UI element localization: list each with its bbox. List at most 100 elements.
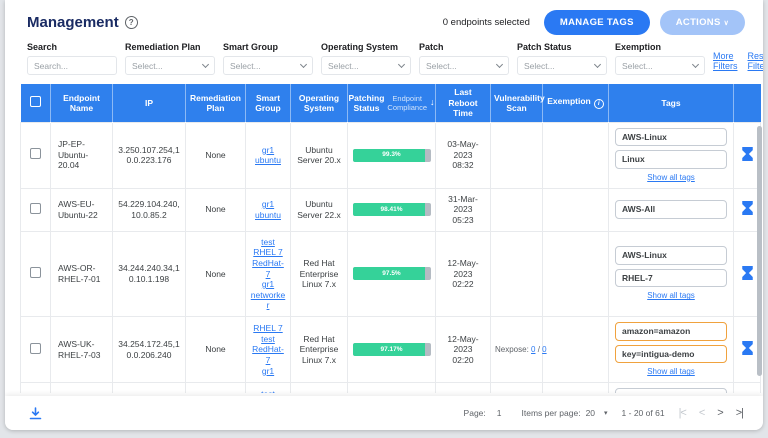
row-checkbox[interactable] bbox=[30, 202, 41, 214]
patching-status-cell: 97.17% bbox=[347, 315, 436, 384]
endpoints-selected-text: 0 endpoints selected bbox=[442, 17, 530, 28]
patching-status-cell: 98.41% bbox=[347, 187, 436, 232]
remediation-plan-select[interactable]: Select... bbox=[125, 56, 215, 75]
col-endpoint-name[interactable]: Endpoint Name bbox=[50, 84, 113, 122]
hourglass-icon[interactable] bbox=[741, 341, 753, 358]
smart-groups: test RHEL 7 RedHat-7 gr1 networker bbox=[245, 230, 291, 318]
tags-cell: AWS-Linux RHEL-7 Show all tags bbox=[608, 230, 734, 318]
smart-group-link[interactable]: gr1 bbox=[261, 199, 275, 210]
page-number-input[interactable]: 1 bbox=[496, 408, 502, 418]
show-all-tags-link[interactable]: Show all tags bbox=[647, 291, 695, 301]
info-icon[interactable]: i bbox=[593, 99, 604, 110]
smart-group-link[interactable]: test bbox=[250, 389, 286, 393]
table-row: AWS-EU-Ubuntu-22 54.229.104.240,10.0.85.2… bbox=[20, 187, 761, 232]
download-icon[interactable] bbox=[29, 406, 42, 420]
scrollbar-thumb[interactable] bbox=[757, 126, 762, 376]
smart-group-link[interactable]: gr1 bbox=[261, 365, 275, 376]
smart-group-link[interactable]: ubuntu bbox=[255, 155, 281, 166]
row-checkbox-cell bbox=[20, 230, 51, 318]
top-bar: Management ? 0 endpoints selected MANAGE… bbox=[5, 0, 763, 38]
show-all-tags-link[interactable]: Show all tags bbox=[647, 367, 695, 377]
remediation-plan: None bbox=[185, 230, 246, 318]
endpoints-table: Endpoint Name IP Remediation Plan Smart … bbox=[20, 84, 761, 393]
nexpose-count-link[interactable]: 0 bbox=[542, 345, 547, 355]
exemption-cell bbox=[542, 121, 609, 189]
endpoint-ip: 3.250.107.254,10.0.223.176 bbox=[112, 121, 186, 189]
col-vulnerability-scan[interactable]: Vulnerability Scan bbox=[490, 84, 545, 122]
smart-group-link[interactable]: test bbox=[261, 236, 275, 247]
last-reboot-time: 03-May-2023 08:32 bbox=[435, 121, 491, 189]
more-filters-link[interactable]: More Filters bbox=[713, 51, 738, 71]
row-checkbox[interactable] bbox=[30, 342, 41, 354]
col-patching-status[interactable]: Patching Status Endpoint Compliance ↓ bbox=[347, 84, 436, 122]
col-endpoint-compliance[interactable]: Endpoint Compliance bbox=[387, 93, 428, 112]
chevron-down-icon bbox=[201, 60, 210, 68]
col-exemption[interactable]: Exemption i bbox=[542, 84, 609, 122]
actions-button[interactable]: ACTIONS ∨ bbox=[659, 10, 745, 35]
col-operating-system[interactable]: Operating System bbox=[290, 84, 348, 122]
last-page-button[interactable]: >| bbox=[735, 407, 744, 419]
patching-status-bar: 97.5% bbox=[352, 267, 431, 281]
smart-group-link[interactable]: ubuntu bbox=[255, 209, 281, 220]
smart-group-link[interactable]: gr1 bbox=[261, 279, 275, 290]
remediation-plan: None bbox=[185, 315, 246, 384]
smart-group-select[interactable]: Select... bbox=[223, 56, 313, 75]
filter-smart-group: Smart Group Select... bbox=[223, 42, 313, 75]
patch-status-select[interactable]: Select... bbox=[517, 56, 607, 75]
col-tags[interactable]: Tags bbox=[608, 84, 734, 122]
hourglass-icon[interactable] bbox=[741, 146, 753, 164]
table-body: JP-EP- Ubuntu-20.04 3.250.107.254,10.0.22… bbox=[20, 121, 761, 393]
top-actions: 0 endpoints selected MANAGE TAGS ACTIONS… bbox=[443, 10, 745, 35]
filter-exemption: Exemption Select... bbox=[615, 42, 705, 75]
smart-group-link[interactable]: RHEL 7 bbox=[253, 247, 283, 258]
smart-group-link[interactable]: test bbox=[261, 333, 275, 344]
patching-status-cell: 96.5% bbox=[347, 382, 436, 393]
nexpose-count-link[interactable]: 0 bbox=[531, 345, 536, 355]
operating-system: Ubuntu Server 20.x bbox=[290, 121, 348, 189]
smart-group-link[interactable]: RHEL 7 bbox=[253, 323, 283, 334]
row-checkbox[interactable] bbox=[30, 148, 41, 160]
col-last-reboot-time[interactable]: Last Reboot Time bbox=[435, 84, 491, 122]
row-checkbox[interactable] bbox=[30, 267, 41, 278]
chevron-down-icon bbox=[691, 60, 700, 68]
filter-patch: Patch Select... bbox=[419, 42, 509, 75]
operating-system: Red Hat Enterprise Linux 7.x bbox=[290, 315, 348, 384]
page-title: Management bbox=[27, 14, 119, 31]
reset-filters-link[interactable]: Reset Filters bbox=[747, 51, 764, 71]
filter-links: More Filters Reset Filters bbox=[713, 51, 763, 75]
chevron-down-icon bbox=[593, 60, 602, 68]
col-smart-group[interactable]: Smart Group bbox=[245, 84, 291, 122]
smart-group-link[interactable]: RedHat-7 bbox=[252, 257, 284, 279]
last-reboot-time: 12-May-2023 02:22 bbox=[435, 230, 491, 318]
operating-system-select[interactable]: Select... bbox=[321, 56, 411, 75]
col-remediation-plan[interactable]: Remediation Plan bbox=[185, 84, 246, 122]
select-all-checkbox[interactable] bbox=[29, 96, 41, 108]
operating-system: Ubuntu Server 22.x bbox=[290, 187, 348, 232]
tag-chip: RHEL-7 bbox=[615, 388, 727, 393]
col-ip[interactable]: IP bbox=[112, 84, 186, 122]
patching-status-cell: 99.3% bbox=[347, 121, 436, 189]
patch-select[interactable]: Select... bbox=[419, 56, 509, 75]
smart-group-link[interactable]: RedHat-7 bbox=[252, 344, 284, 365]
hourglass-icon[interactable] bbox=[741, 201, 753, 218]
hourglass-icon[interactable] bbox=[741, 265, 753, 283]
smart-group-link[interactable]: networker bbox=[250, 289, 286, 311]
tag-chip: Linux bbox=[615, 150, 727, 169]
show-all-tags-link[interactable]: Show all tags bbox=[647, 172, 695, 182]
prev-page-button[interactable]: < bbox=[698, 407, 706, 419]
help-icon[interactable]: ? bbox=[124, 16, 138, 29]
exemption-select[interactable]: Select... bbox=[615, 56, 705, 75]
manage-tags-button[interactable]: MANAGE TAGS bbox=[543, 10, 650, 35]
smart-group-link[interactable]: gr1 bbox=[261, 144, 275, 155]
next-page-button[interactable]: > bbox=[717, 407, 724, 419]
first-page-button[interactable]: |< bbox=[678, 407, 687, 419]
sort-desc-icon[interactable]: ↓ bbox=[430, 97, 435, 108]
search-input[interactable] bbox=[34, 60, 110, 71]
range-text: 1 - 20 of 61 bbox=[621, 408, 665, 418]
patching-status-bar: 99.3% bbox=[352, 148, 431, 162]
exemption-cell bbox=[542, 230, 609, 318]
endpoint-ip: 34.244.240.34,10.10.1.198 bbox=[112, 230, 186, 318]
items-per-page[interactable]: Items per page: 20 ▾ bbox=[521, 408, 608, 418]
